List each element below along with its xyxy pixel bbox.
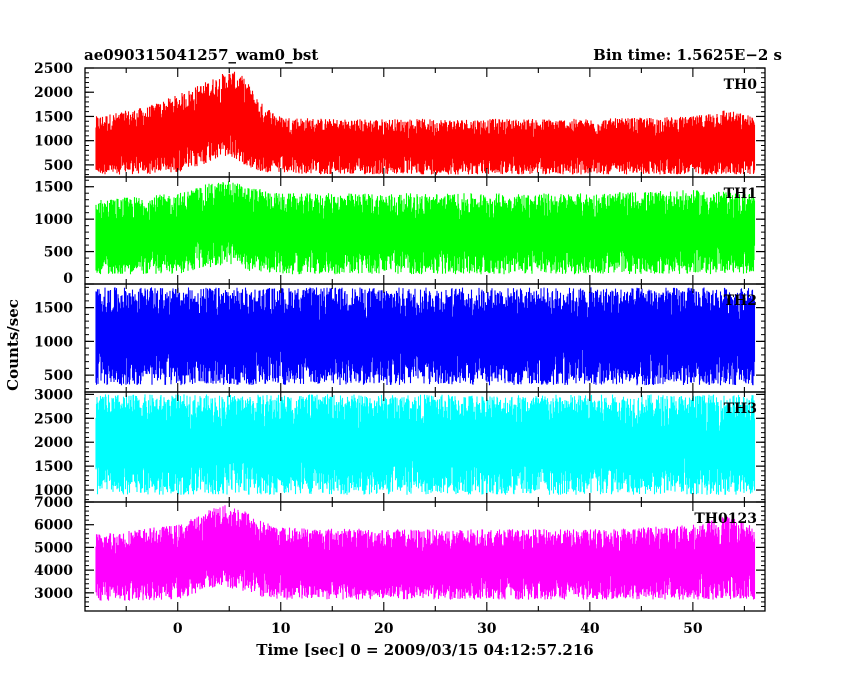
chart-title: ae090315041257_wam0_bst xyxy=(84,46,318,64)
y-axis-label: Counts/sec xyxy=(4,299,22,391)
y-tick-label: 1000 xyxy=(34,212,73,228)
y-tick-label: 500 xyxy=(44,368,73,384)
panel-label-th1: TH1 xyxy=(724,186,757,202)
x-tick-label: 40 xyxy=(580,621,600,637)
panel-label-th2: TH2 xyxy=(724,293,757,309)
panel-th2: 1500 1000 500 TH2 xyxy=(34,283,766,393)
y-tick-label: 1500 xyxy=(34,109,73,125)
x-tick-label: 0 xyxy=(173,621,183,637)
y-tick-label: 1000 xyxy=(34,334,73,350)
y-tick-label: 0 xyxy=(63,271,73,287)
panel-label-th0: TH0 xyxy=(724,77,758,93)
panel-th1: 1500 1000 500 0 TH1 xyxy=(34,176,766,287)
y-tick-label: 2000 xyxy=(34,85,73,101)
series-line-th3 xyxy=(95,394,756,495)
series-line-th0 xyxy=(95,71,756,175)
y-tick-label: 6000 xyxy=(34,518,73,534)
y-tick-label: 4000 xyxy=(34,563,73,579)
x-tick-label: 30 xyxy=(477,621,497,637)
x-axis-label: Time [sec] 0 = 2009/03/15 04:12:57.216 xyxy=(256,641,593,659)
series-line-th0123 xyxy=(95,505,756,601)
series-line-th1 xyxy=(95,181,756,275)
panel-th3: 3000 2500 2000 1500 1000 TH3 xyxy=(34,387,766,503)
x-axis-tick-labels: 0 10 20 30 40 50 xyxy=(173,621,703,637)
panels-group: 2500200015001000500TH0150010005000TH1150… xyxy=(34,61,766,612)
y-tick-label: 1000 xyxy=(34,134,73,150)
x-tick-label: 50 xyxy=(683,621,703,637)
y-tick-label: 500 xyxy=(44,245,73,261)
x-tick-label: 10 xyxy=(271,621,291,637)
y-tick-label: 2000 xyxy=(34,435,73,451)
bin-time-label: Bin time: 1.5625E−2 s xyxy=(593,46,782,64)
y-tick-label: 1500 xyxy=(34,459,73,475)
panel-th0123: 7000 6000 5000 4000 3000 TH0123 xyxy=(34,495,766,612)
x-tick-label: 20 xyxy=(374,621,394,637)
y-tick-label: 3000 xyxy=(34,586,73,602)
y-tick-label: 2500 xyxy=(34,411,73,427)
y-tick-label: 2500 xyxy=(34,61,73,77)
panel-label-th0123: TH0123 xyxy=(694,511,757,527)
y-tick-label: 1000 xyxy=(34,483,73,499)
panel-th0: 2500 2000 1500 1000 500 TH0 xyxy=(34,61,766,178)
y-tick-label: 500 xyxy=(44,158,73,174)
y-tick-label: 1500 xyxy=(34,180,73,196)
y-tick-label: 7000 xyxy=(34,495,73,511)
y-tick-label: 1500 xyxy=(34,301,73,317)
panel-label-th3: TH3 xyxy=(724,401,757,417)
y-tick-label: 5000 xyxy=(34,540,73,556)
y-tick-label: 3000 xyxy=(34,387,73,403)
series-line-th2 xyxy=(95,287,756,386)
